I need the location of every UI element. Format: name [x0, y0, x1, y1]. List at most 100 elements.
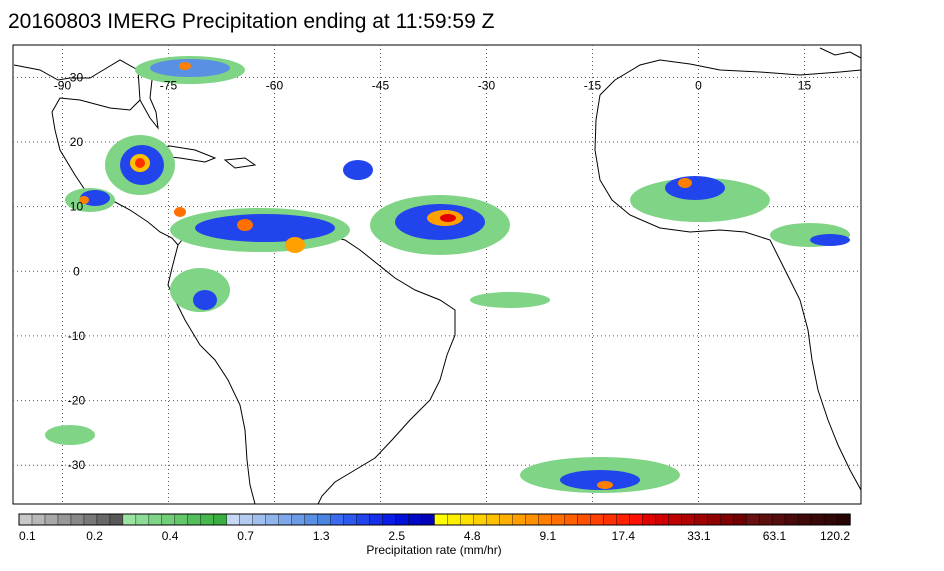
colorbar-cell	[616, 513, 630, 526]
colorbar-cell	[797, 513, 812, 526]
colorbar-cell	[148, 513, 163, 526]
precip-area	[630, 178, 770, 222]
colorbar-cell	[434, 513, 449, 526]
map-title: 20160803 IMERG Precipitation ending at 1…	[8, 10, 495, 33]
precip-core	[79, 196, 89, 204]
colorbar-tick-label: 17.4	[612, 529, 636, 543]
precip-core	[135, 158, 145, 168]
mediterranean-coast	[819, 47, 862, 59]
latitude-label: 20	[70, 135, 84, 149]
africa-coast	[594, 59, 862, 491]
colorbar-cell	[629, 513, 643, 526]
colorbar-cell	[460, 513, 475, 526]
colorbar-cell	[70, 513, 85, 526]
precipitation-field	[45, 56, 850, 493]
precip-core	[237, 219, 253, 231]
precip-core	[285, 237, 305, 253]
colorbar-cell	[31, 513, 46, 526]
colorbar-tick-label: 9.1	[539, 529, 556, 543]
colorbar-cell	[577, 513, 592, 526]
precip-area	[810, 234, 850, 246]
colorbar-cells	[18, 513, 851, 526]
colorbar-cell	[525, 513, 540, 526]
colorbar-cell	[551, 513, 566, 526]
latitude-labels: 30 20 10 0 -10 -20 -30	[68, 70, 86, 472]
longitude-label: -90	[54, 78, 72, 92]
colorbar-title: Precipitation rate (mm/hr)	[366, 543, 501, 557]
colorbar-tick-label: 33.1	[687, 529, 711, 543]
colorbar-cell	[668, 513, 682, 526]
colorbar-cell	[473, 513, 488, 526]
colorbar-cell	[252, 513, 267, 526]
colorbar-tick-label: 0.7	[237, 529, 254, 543]
colorbar-cell	[291, 513, 306, 526]
colorbar-cell	[44, 513, 59, 526]
longitude-label: -45	[372, 78, 390, 92]
colorbar-cell	[96, 513, 111, 526]
colorbar-cell	[758, 513, 773, 526]
colorbar-cell	[719, 513, 734, 526]
colorbar-cell	[655, 513, 669, 526]
north-america-coast	[13, 59, 179, 246]
latitude-label: 10	[70, 200, 84, 214]
colorbar-cell	[784, 513, 799, 526]
colorbar-cell	[538, 513, 553, 526]
hispaniola	[223, 157, 257, 169]
precip-core	[678, 178, 692, 188]
colorbar-tick-label: 1.3	[313, 529, 330, 543]
colorbar-cell	[278, 513, 293, 526]
colorbar-cell	[836, 513, 851, 526]
colorbar-cell	[421, 513, 436, 526]
longitude-label: -30	[478, 78, 496, 92]
colorbar-cell	[603, 513, 617, 526]
colorbar-cell	[135, 513, 150, 526]
colorbar-cell	[369, 513, 384, 526]
colorbar-cell	[83, 513, 98, 526]
colorbar-cell	[732, 513, 747, 526]
colorbar-tick-label: 0.2	[86, 529, 103, 543]
colorbar-cell	[693, 513, 708, 526]
map-frame	[12, 44, 862, 505]
colorbar-cell	[745, 513, 760, 526]
latitude-label: 0	[73, 264, 80, 278]
colorbar-tick-labels: 0.1 0.2 0.4 0.7 1.3 2.5 4.8 9.1 17.4 33.1 63.1 120.…	[19, 529, 850, 543]
longitude-label: -15	[584, 78, 602, 92]
colorbar-cell	[356, 513, 371, 526]
longitude-label: 15	[798, 78, 812, 92]
colorbar-cell	[771, 513, 786, 526]
colorbar-cell	[109, 513, 124, 526]
colorbar-cell	[564, 513, 579, 526]
colorbar-tick-label: 120.2	[820, 529, 850, 543]
colorbar-cell	[681, 513, 695, 526]
colorbar-tick-label: 2.5	[388, 529, 405, 543]
precip-area	[343, 160, 373, 180]
latitude-label: 30	[70, 70, 84, 84]
colorbar-cell	[122, 513, 137, 526]
colorbar-cell	[18, 513, 33, 526]
colorbar-cell	[226, 513, 241, 526]
colorbar-cell	[265, 513, 280, 526]
colorbar-cell	[486, 513, 501, 526]
colorbar-tick-label: 0.1	[19, 529, 36, 543]
colorbar-tick-label: 4.8	[464, 529, 481, 543]
colorbar-cell	[304, 513, 319, 526]
colorbar-cell	[330, 513, 345, 526]
colorbar-cell	[317, 513, 332, 526]
precip-area	[193, 290, 217, 310]
colorbar-cell	[408, 513, 423, 526]
longitude-label: -60	[266, 78, 284, 92]
longitude-label: -75	[160, 78, 178, 92]
precip-core	[597, 481, 613, 489]
colorbar-cell	[161, 513, 176, 526]
colorbar-cell	[810, 513, 825, 526]
colorbar-frame	[18, 513, 851, 526]
south-america-west-coast	[167, 244, 256, 505]
precip-area	[470, 292, 550, 308]
colorbar-cell	[447, 513, 462, 526]
precip-area	[560, 470, 640, 490]
latitude-label: -20	[68, 394, 86, 408]
colorbar-cell	[499, 513, 514, 526]
longitude-label: 0	[695, 78, 702, 92]
